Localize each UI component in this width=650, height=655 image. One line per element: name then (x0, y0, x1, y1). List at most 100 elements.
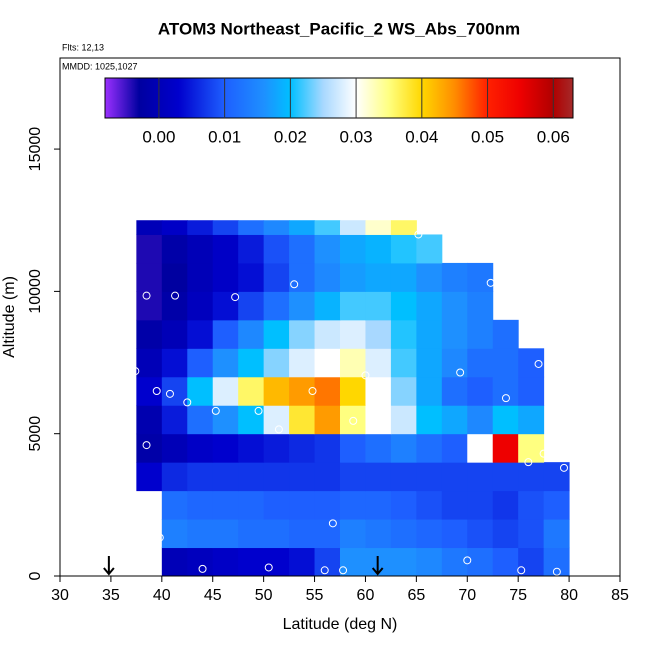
arrow (371, 556, 384, 576)
heat-cell (365, 433, 392, 463)
heat-cell (238, 547, 265, 577)
heat-cell (441, 519, 468, 549)
heat-cell (187, 291, 214, 321)
heat-cell (416, 462, 443, 492)
heat-cell (161, 234, 188, 264)
heat-cell (136, 433, 163, 463)
heat-cell (314, 490, 341, 520)
heat-cell (238, 291, 265, 321)
sample-point (308, 387, 317, 395)
heat-cell (187, 234, 214, 264)
sample-point (539, 449, 548, 458)
note: Flts: 12,13 (62, 42, 104, 52)
heat-cell (492, 376, 519, 406)
heat-cell (340, 462, 366, 492)
sample-point (414, 230, 423, 239)
heat-cell (263, 348, 290, 378)
sample-point (254, 406, 263, 415)
heat-cell (289, 234, 316, 264)
heat-cell (467, 376, 494, 406)
heat-cell (518, 490, 545, 520)
heat-cell (340, 547, 366, 577)
sample-point (517, 566, 526, 575)
heat-cell (518, 519, 545, 549)
heat-cell (340, 405, 366, 435)
heat-cell (161, 519, 188, 549)
heat-cell (340, 376, 366, 406)
heat-cell (416, 262, 443, 292)
colorbar-tick-label: 0.06 (537, 127, 570, 146)
heat-cell (161, 547, 188, 577)
heat-cell (390, 319, 417, 349)
heat-cell (187, 519, 214, 549)
sample-point (361, 371, 370, 380)
heat-cell (212, 262, 239, 292)
x-tick-label: 40 (153, 587, 171, 604)
heat-cell (340, 220, 366, 235)
sample-point (152, 566, 161, 575)
heat-cell (492, 462, 519, 492)
heat-cell (543, 462, 570, 492)
heat-cell (314, 462, 341, 492)
heat-cell (136, 348, 163, 378)
sample-point (198, 564, 207, 573)
heat-cell (365, 405, 392, 435)
sample-point (463, 556, 472, 565)
heat-cell (390, 291, 417, 321)
sample-point (165, 389, 174, 398)
heat-cell (187, 376, 214, 406)
sample-point (552, 567, 561, 576)
heat-cell (314, 220, 341, 235)
chart-title: ATOM3 Northeast_Pacific_2 WS_Abs_700nm (158, 19, 520, 38)
heat-cell (212, 234, 239, 264)
colorbar-tick-label: 0.03 (340, 127, 373, 146)
heat-cell (543, 519, 570, 549)
heat-cell (314, 433, 341, 463)
heat-cell (390, 462, 417, 492)
heat-cell (340, 234, 366, 264)
colorbar-tick-label: 0.01 (208, 127, 241, 146)
heat-cell (289, 220, 316, 235)
x-axis-label: Latitude (deg N) (283, 616, 398, 633)
heat-cell (390, 234, 417, 264)
colorbar-tick-label: 0.00 (142, 127, 175, 146)
heat-cell (212, 519, 239, 549)
heat-cell (289, 519, 316, 549)
heat-cell (263, 376, 290, 406)
x-tick-label: 45 (204, 587, 222, 604)
heat-cell (441, 262, 468, 292)
heat-cell (441, 376, 468, 406)
heat-cell (289, 319, 316, 349)
heat-cell (340, 262, 366, 292)
x-tick-label: 50 (255, 587, 273, 604)
heat-cell (212, 348, 239, 378)
heat-cell (365, 262, 392, 292)
heat-cell (161, 319, 188, 349)
heat-cell (390, 348, 417, 378)
note: MMDD: 1025,1027 (62, 61, 138, 71)
colorbar (104, 77, 574, 119)
heat-cell (416, 519, 443, 549)
sample-point (131, 367, 140, 376)
heat-cell (263, 405, 290, 435)
x-tick-label: 75 (509, 587, 527, 604)
x-tick-label: 70 (458, 587, 476, 604)
heat-cell (492, 490, 519, 520)
heat-cell (238, 262, 265, 292)
sample-point (320, 566, 329, 575)
heat-cell (136, 234, 163, 264)
heat-cell (263, 490, 290, 520)
sample-point (328, 519, 337, 528)
heat-cell (467, 433, 494, 463)
heat-cell (390, 262, 417, 292)
heat-cell (289, 547, 316, 577)
heat-cell (518, 376, 545, 406)
heat-cell (263, 291, 290, 321)
heat-cell (263, 433, 290, 463)
heat-cell (416, 376, 443, 406)
heat-cell (416, 547, 443, 577)
heat-cell (340, 433, 366, 463)
heat-cell (467, 490, 494, 520)
heat-cell (365, 490, 392, 520)
x-tick-label: 35 (102, 587, 120, 604)
